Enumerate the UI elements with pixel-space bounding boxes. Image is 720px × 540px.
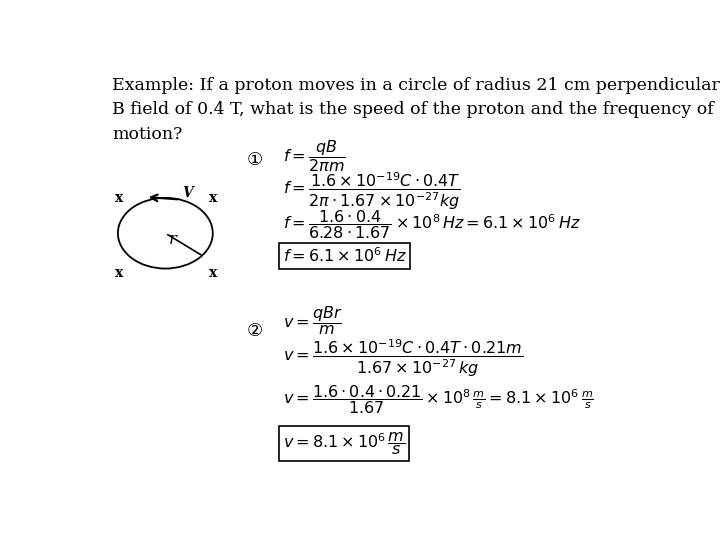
Text: x: x <box>209 191 217 205</box>
Text: $v = 8.1\times10^{6}\,\dfrac{m}{s}$: $v = 8.1\times10^{6}\,\dfrac{m}{s}$ <box>282 430 405 457</box>
Text: r: r <box>168 231 176 248</box>
Text: ①: ① <box>246 151 263 170</box>
Text: $f = 6.1\times10^{6}\,Hz$: $f = 6.1\times10^{6}\,Hz$ <box>282 247 406 266</box>
Text: $v = \dfrac{qBr}{m}$: $v = \dfrac{qBr}{m}$ <box>282 304 342 337</box>
Text: x: x <box>209 266 217 280</box>
Text: ②: ② <box>246 322 263 340</box>
Text: $f = \dfrac{1.6\cdot0.4}{6.28\cdot1.67}\times10^{8}\,Hz = 6.1\times10^{6}\,Hz$: $f = \dfrac{1.6\cdot0.4}{6.28\cdot1.67}\… <box>282 208 580 241</box>
Text: x: x <box>115 191 123 205</box>
Text: x: x <box>115 266 123 280</box>
Text: V: V <box>182 186 193 200</box>
Text: Example: If a proton moves in a circle of radius 21 cm perpendicular to a
B fiel: Example: If a proton moves in a circle o… <box>112 77 720 143</box>
Text: $v = \dfrac{1.6\times10^{-19}C\cdot0.4T\cdot0.21m}{1.67\times10^{-27}\,kg}$: $v = \dfrac{1.6\times10^{-19}C\cdot0.4T\… <box>282 338 523 379</box>
Text: $v = \dfrac{1.6\cdot0.4\cdot0.21}{1.67}\times10^{8}\,\frac{m}{s} = 8.1\times10^{: $v = \dfrac{1.6\cdot0.4\cdot0.21}{1.67}\… <box>282 383 593 416</box>
Text: $f = \dfrac{qB}{2\pi m}$: $f = \dfrac{qB}{2\pi m}$ <box>282 138 345 174</box>
Text: $f = \dfrac{1.6\times10^{-19}C\cdot0.4T}{2\pi\cdot1.67\times10^{-27}kg}$: $f = \dfrac{1.6\times10^{-19}C\cdot0.4T}… <box>282 171 460 212</box>
